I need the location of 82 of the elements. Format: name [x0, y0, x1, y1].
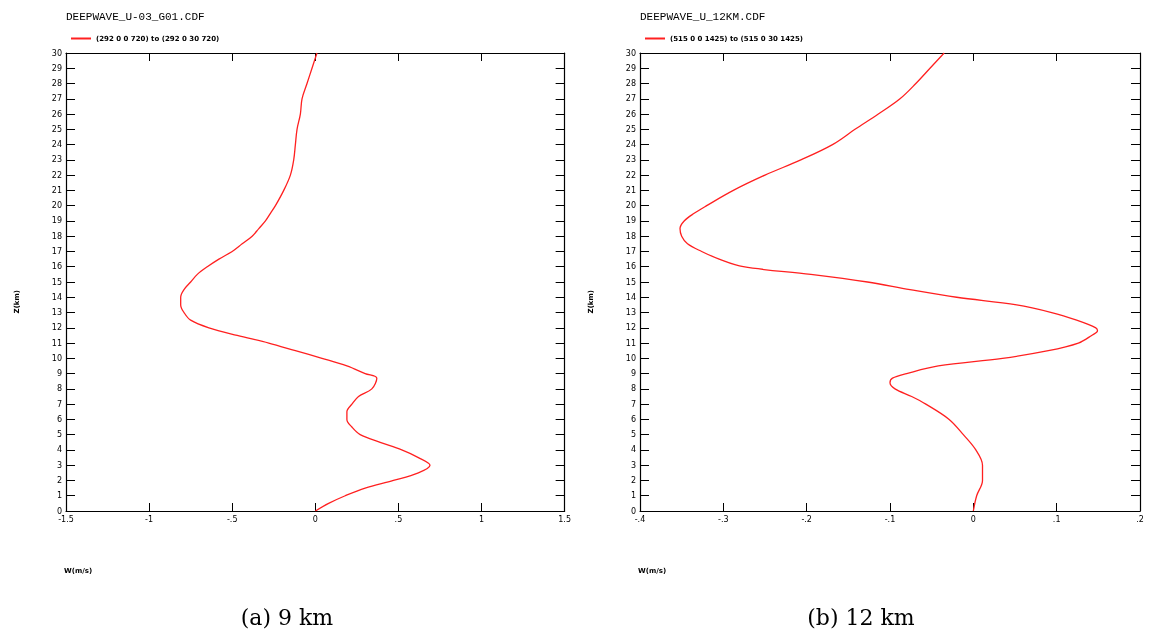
y-tick-label: 23 [51, 155, 62, 165]
x-tick-label: -1.5 [58, 514, 74, 524]
y-tick-label: 18 [625, 231, 636, 241]
y-tick-label: 10 [625, 353, 636, 363]
y-tick-label: 14 [51, 292, 62, 302]
y-tick-label: 26 [625, 109, 636, 119]
text: (b) 12 km [807, 604, 915, 630]
y-tick-label: 3 [630, 460, 636, 470]
y-tick-label: 13 [625, 308, 636, 318]
y-tick-label: 5 [630, 430, 636, 440]
y-tick-label: 19 [51, 216, 62, 226]
y-tick-label: 13 [51, 308, 62, 318]
y-tick-label: 17 [51, 246, 62, 256]
y-tick-label: 6 [630, 414, 636, 424]
y-tick-label: 0 [630, 506, 636, 516]
y-tick-label: 24 [51, 140, 62, 150]
y-tick-label: 22 [625, 170, 636, 180]
y-tick-label: 29 [625, 63, 636, 73]
y-tick-label: 18 [51, 231, 62, 241]
y-tick-label: 16 [625, 262, 636, 272]
y-tick-label: 20 [51, 201, 62, 211]
y-tick-label: 11 [51, 338, 62, 348]
line-series [679, 52, 1099, 512]
y-tick-label: 16 [51, 262, 62, 272]
y-tick-label: 12 [51, 323, 62, 333]
y-tick-label: 12 [625, 323, 636, 333]
y-tick-label: 22 [51, 170, 62, 180]
y-tick-label: 26 [51, 109, 62, 119]
y-tick-label: 5 [56, 430, 62, 440]
x-tick-label: 1 [478, 514, 485, 524]
y-tick-label: 29 [51, 63, 62, 73]
y-tick-label: 2 [56, 475, 62, 485]
y-tick-label: 17 [625, 246, 636, 256]
chart-title: DEEPWAVE_U-03_G01.CDF [66, 10, 205, 23]
y-tick-label: 25 [625, 124, 636, 134]
y-tick-label: 9 [630, 369, 636, 379]
y-tick-label: 9 [56, 369, 62, 379]
y-tick-label: 27 [625, 94, 636, 104]
y-tick-label: 19 [625, 216, 636, 226]
y-tick-label: 23 [625, 155, 636, 165]
y-tick-label: 24 [625, 140, 636, 150]
x-tick-label: 0 [312, 514, 318, 524]
x-tick-label: .5 [394, 514, 403, 524]
y-tick-label: 8 [56, 384, 62, 394]
text: (a) 9 km [240, 604, 334, 630]
y-tick-label: 7 [56, 399, 62, 409]
y-tick-label: 0 [56, 506, 62, 516]
y-tick-label: 2 [630, 475, 636, 485]
y-tick-label: 20 [625, 201, 636, 211]
x-tick-label: -.1 [884, 514, 896, 524]
y-tick-label: 25 [51, 124, 62, 134]
y-tick-label: 4 [56, 445, 62, 455]
x-tick-label: 1.5 [558, 514, 572, 524]
y-tick-label: 1 [630, 491, 636, 501]
y-tick-label: 7 [630, 399, 636, 409]
y-tick-label: 10 [51, 353, 62, 363]
x-tick-label: -.3 [718, 514, 729, 524]
y-tick-label: 6 [56, 414, 62, 424]
line-series [180, 52, 431, 512]
x-tick-label: -.4 [634, 514, 646, 524]
chart-title: DEEPWAVE_U_12KM.CDF [640, 10, 766, 23]
x-tick-label: -1 [145, 514, 154, 524]
y-tick-label: 3 [56, 460, 62, 470]
y-tick-label: 11 [625, 338, 636, 348]
x-tick-label: -.5 [226, 514, 238, 524]
y-tick-label: 14 [625, 292, 636, 302]
x-tick-label: .1 [1052, 514, 1061, 524]
x-tick-label: -.2 [801, 514, 812, 524]
y-tick-label: 30 [625, 48, 636, 58]
y-tick-label: 28 [51, 79, 62, 89]
y-tick-label: 8 [630, 384, 636, 394]
y-tick-label: 4 [630, 445, 636, 455]
y-tick-label: 21 [625, 185, 636, 195]
x-tick-label: 0 [970, 514, 976, 524]
y-tick-label: 1 [56, 491, 62, 501]
x-tick-label: .2 [1136, 514, 1144, 524]
y-tick-label: 21 [51, 185, 62, 195]
y-tick-label: 30 [51, 48, 62, 58]
y-tick-label: 15 [51, 277, 62, 287]
y-tick-label: 15 [625, 277, 636, 287]
y-tick-label: 28 [625, 79, 636, 89]
y-tick-label: 27 [51, 94, 62, 104]
